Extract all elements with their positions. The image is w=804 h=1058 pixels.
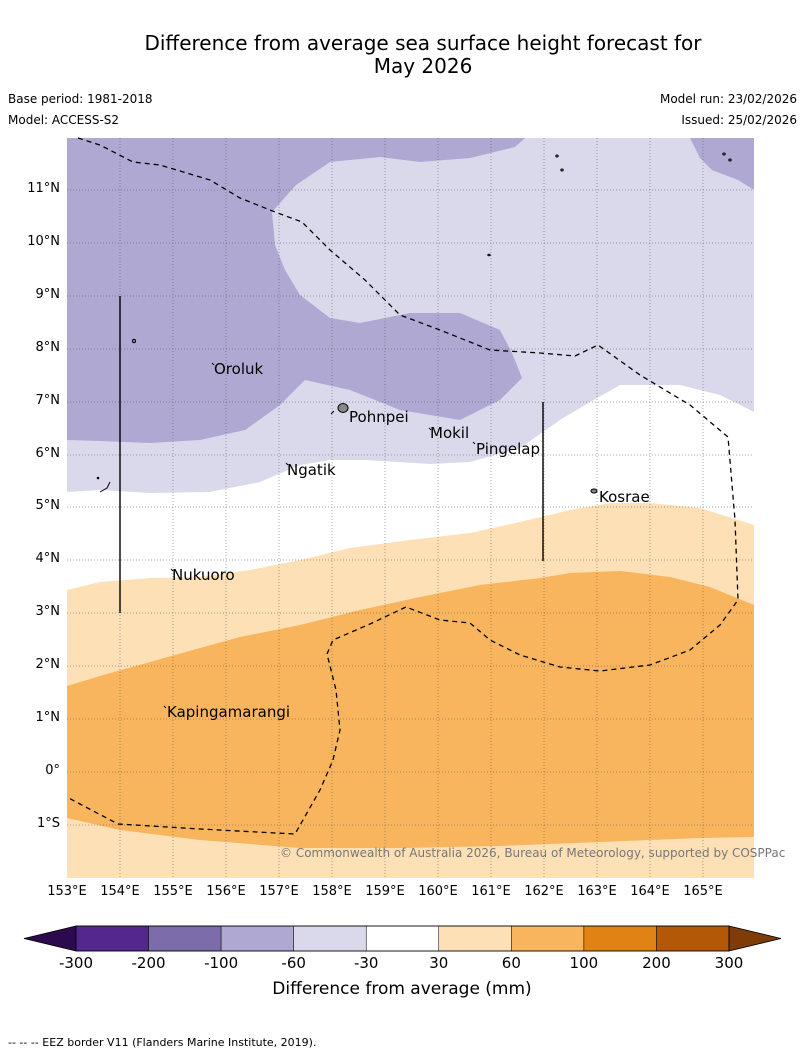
lat-label-8n: 8°N bbox=[35, 340, 61, 355]
copyright-credit: © Commonwealth of Australia 2026, Bureau… bbox=[280, 846, 786, 860]
region-minus100-to-minus60-north bbox=[67, 138, 525, 443]
colorbar-segment bbox=[365, 925, 440, 952]
colorbar-tick-label: 100 bbox=[569, 954, 599, 972]
colorbar-segment bbox=[293, 925, 367, 952]
region-60-to-100 bbox=[67, 571, 754, 848]
lon-label-155e: 155°E bbox=[153, 884, 193, 899]
place-label-ngatik: Ngatik bbox=[287, 461, 336, 479]
place-label-nukuoro: Nukuoro bbox=[172, 566, 235, 584]
colorbar-tick-label: -30 bbox=[353, 954, 379, 972]
lon-label-158e: 158°E bbox=[312, 884, 352, 899]
colorbar-tick-label: -100 bbox=[204, 954, 239, 972]
lon-label-157e: 157°E bbox=[259, 884, 299, 899]
colorbar-segment bbox=[511, 925, 585, 952]
eez-border bbox=[66, 137, 739, 835]
lat-label-11n: 11°N bbox=[27, 181, 60, 196]
colorbar-tick-label: -300 bbox=[58, 954, 94, 972]
lat-label-10n: 10°N bbox=[27, 234, 60, 249]
lat-label-2n: 2°N bbox=[35, 657, 61, 672]
lon-label-153e: 153°E bbox=[47, 884, 87, 899]
map-fill-regions bbox=[67, 138, 754, 878]
colorbar-segment bbox=[656, 925, 730, 952]
base-period: Base period: 1981-2018 bbox=[8, 92, 153, 106]
lon-label-160e: 160°E bbox=[418, 884, 458, 899]
region-minus100-to-minus60-northeast bbox=[690, 138, 754, 190]
lon-label-165e: 165°E bbox=[683, 884, 723, 899]
place-label-pingelap: Pingelap bbox=[476, 440, 541, 458]
lon-label-164e: 164°E bbox=[630, 884, 670, 899]
colorbar-segment bbox=[438, 925, 512, 952]
islands bbox=[96, 152, 732, 709]
lat-label-0: 0° bbox=[45, 763, 60, 778]
colorbar-segment bbox=[583, 925, 657, 952]
lat-label-6n: 6°N bbox=[35, 446, 61, 461]
colorbar-tick-label: -200 bbox=[131, 954, 166, 972]
colorbar-tick-label: 30 bbox=[429, 954, 449, 972]
colorbar-segment bbox=[75, 925, 149, 952]
lon-label-154e: 154°E bbox=[100, 884, 140, 899]
lon-label-159e: 159°E bbox=[365, 884, 405, 899]
lat-label-1s: 1°S bbox=[36, 816, 60, 831]
cross-section-lines bbox=[119, 296, 544, 613]
title-line-1: Difference from average sea surface heig… bbox=[144, 31, 702, 55]
model-name: Model: ACCESS-S2 bbox=[8, 113, 120, 127]
colorbar-tick-label: 60 bbox=[501, 954, 521, 972]
place-label-pohnpei: Pohnpei bbox=[349, 408, 409, 426]
title-line-2: May 2026 bbox=[373, 54, 473, 78]
eez-footnote: -- -- -- EEZ border V11 (Flanders Marine… bbox=[8, 1036, 317, 1049]
colorbar-tick-label: -60 bbox=[281, 954, 306, 972]
chart-title: Difference from average sea surface heig… bbox=[0, 32, 804, 78]
colorbar-frame bbox=[75, 925, 730, 952]
lon-label-163e: 163°E bbox=[577, 884, 617, 899]
colorbar-title: Difference from average (mm) bbox=[272, 979, 532, 999]
lat-label-1n: 1°N bbox=[35, 710, 61, 725]
lat-label-4n: 4°N bbox=[35, 551, 61, 566]
lat-label-3n: 3°N bbox=[35, 604, 61, 619]
colorbar-tick-label: 300 bbox=[714, 954, 744, 972]
colorbar-segment bbox=[148, 925, 222, 952]
model-run: Model run: 23/02/2026 bbox=[659, 92, 797, 106]
place-label-oroluk: Oroluk bbox=[214, 360, 264, 378]
colorbar-segment bbox=[220, 925, 294, 952]
colorbar-extension-high bbox=[728, 925, 782, 952]
gridlines bbox=[67, 138, 754, 878]
lon-label-161e: 161°E bbox=[471, 884, 511, 899]
place-label-kapingamarangi: Kapingamarangi bbox=[167, 703, 291, 721]
issued-date: Issued: 25/02/2026 bbox=[681, 113, 797, 127]
lat-label-5n: 5°N bbox=[35, 498, 61, 513]
colorbar bbox=[23, 925, 782, 952]
colorbar-tick-label: 200 bbox=[642, 954, 671, 972]
lon-label-162e: 162°E bbox=[524, 884, 564, 899]
place-label-kosrae: Kosrae bbox=[599, 488, 650, 506]
lat-label-9n: 9°N bbox=[35, 287, 61, 302]
place-label-mokil: Mokil bbox=[430, 424, 470, 442]
colorbar-extension-low bbox=[23, 925, 77, 952]
lat-label-7n: 7°N bbox=[35, 393, 61, 408]
lon-label-156e: 156°E bbox=[206, 884, 246, 899]
